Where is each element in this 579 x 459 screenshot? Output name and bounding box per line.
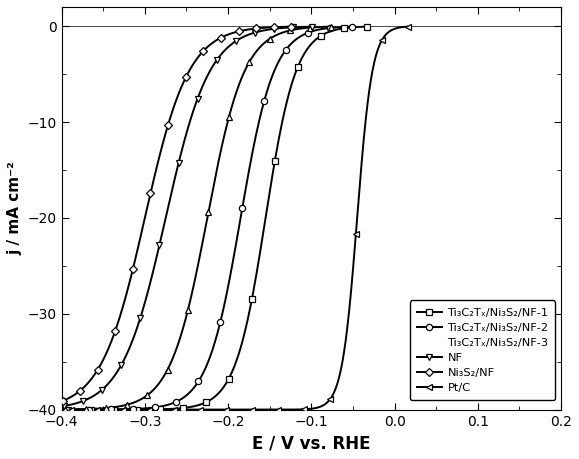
Y-axis label: j / mA cm⁻²: j / mA cm⁻² [7,162,22,255]
X-axis label: E / V vs. RHE: E / V vs. RHE [252,434,371,452]
Legend: Ti₃C₂Tₓ/Ni₃S₂/NF-1, Ti₃C₂Tₓ/Ni₃S₂/NF-2, Ti₃C₂Tₓ/Ni₃S₂/NF-3, NF, Ni₃S₂/NF, Pt/C: Ti₃C₂Tₓ/Ni₃S₂/NF-1, Ti₃C₂Tₓ/Ni₃S₂/NF-2, … [410,300,555,400]
